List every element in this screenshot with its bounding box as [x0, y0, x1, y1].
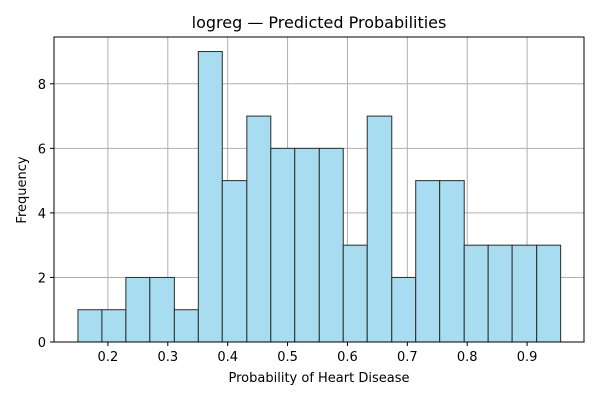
histogram-bar: [511, 244, 538, 343]
x-tick-label: 0.3: [157, 350, 178, 365]
histogram-bar: [366, 115, 393, 343]
plot-frame: [53, 36, 585, 343]
y-tick-label: 8: [38, 78, 46, 93]
histogram-bar: [487, 244, 513, 343]
chart-title: logreg — Predicted Probabilities: [192, 13, 447, 32]
x-tick-label: 0.9: [517, 350, 538, 365]
histogram-bar: [294, 147, 320, 343]
y-axis-ticks: 0 2 4 6 8: [38, 78, 54, 351]
histogram-bar: [415, 180, 441, 343]
x-axis-label: Probability of Heart Disease: [229, 371, 410, 386]
y-tick-label: 2: [38, 271, 46, 286]
histogram-bar: [221, 180, 248, 343]
x-tick-label: 0.7: [397, 350, 418, 365]
histogram-bar: [439, 180, 465, 343]
histogram-bar: [197, 51, 223, 343]
y-axis-label: Frequency: [15, 156, 30, 223]
histogram-bars: [77, 51, 562, 343]
x-tick-label: 0.5: [277, 350, 298, 365]
histogram-bar: [149, 276, 175, 343]
histogram-bar: [173, 309, 199, 343]
y-tick-label: 0: [38, 336, 46, 351]
histogram-bar: [125, 276, 151, 343]
x-tick-label: 0.4: [217, 350, 238, 365]
histogram-bar: [318, 147, 344, 343]
x-axis-ticks: 0.2 0.3 0.4 0.5 0.6 0.7 0.8 0.9: [98, 342, 538, 365]
x-tick-label: 0.6: [337, 350, 358, 365]
histogram-bar: [342, 244, 368, 343]
y-tick-label: 4: [38, 207, 46, 222]
histogram-bar: [101, 309, 127, 343]
x-tick-label: 0.2: [98, 350, 119, 365]
y-tick-label: 6: [38, 142, 46, 157]
histogram-bar: [246, 115, 272, 343]
histogram-bar: [536, 244, 562, 343]
x-tick-label: 0.8: [457, 350, 478, 365]
histogram-bar: [391, 276, 417, 343]
histogram-bar: [270, 147, 296, 343]
histogram-bar: [77, 309, 103, 343]
histogram-bar: [463, 244, 489, 343]
